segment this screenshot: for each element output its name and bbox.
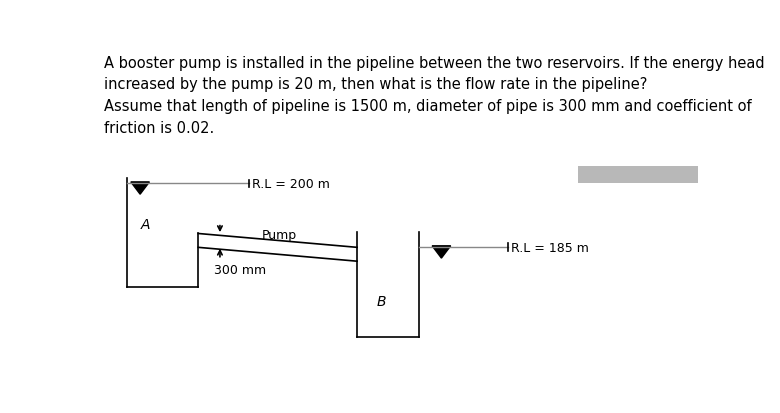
Text: 300 mm: 300 mm [214,263,266,276]
Bar [578,166,698,183]
Text: R.L = 200 m: R.L = 200 m [252,178,330,190]
Text: R.L = 185 m: R.L = 185 m [512,241,589,254]
Text: Pump: Pump [262,228,297,241]
Text: B: B [377,294,386,309]
Polygon shape [432,246,451,259]
Text: A booster pump is installed in the pipeline between the two reservoirs. If the e: A booster pump is installed in the pipel… [104,56,764,135]
Polygon shape [131,183,150,195]
Text: A: A [141,218,151,232]
